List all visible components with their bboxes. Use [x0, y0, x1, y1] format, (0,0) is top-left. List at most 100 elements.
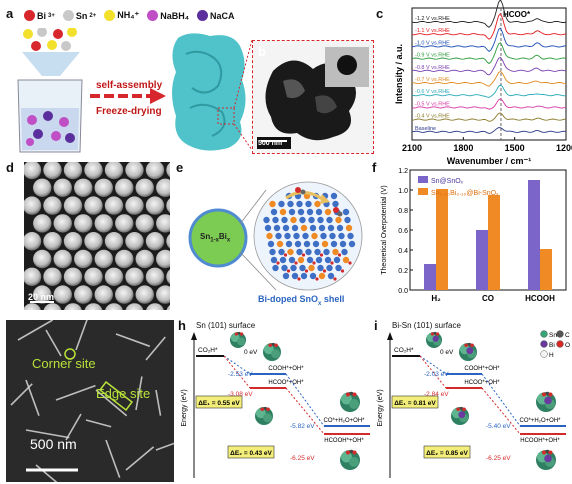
- lattice-atom: [278, 200, 285, 208]
- bar: [488, 195, 500, 290]
- bar: [528, 180, 540, 290]
- lattice-atom: [308, 264, 315, 272]
- bar: [540, 249, 552, 290]
- legend-atom-label: Sn: [549, 332, 557, 339]
- lattice-atom: [281, 264, 288, 272]
- nanosphere: [145, 196, 165, 215]
- energy-value: -3.08 eV: [228, 391, 253, 398]
- lattice-atom: [270, 256, 278, 264]
- lattice-atom: [347, 232, 354, 240]
- nanosheet: [105, 439, 121, 478]
- nanosphere: [43, 162, 62, 180]
- nanosheet: [95, 389, 128, 417]
- lattice-atom: [305, 248, 312, 256]
- connector: [481, 387, 521, 435]
- lattice-atom: [285, 240, 293, 248]
- nanosheet: [85, 419, 112, 428]
- lattice-oxygen: [286, 269, 291, 273]
- core-sphere: [190, 210, 246, 266]
- nanosphere: [125, 162, 144, 180]
- oxygen-atom: [346, 392, 350, 397]
- lattice-atom: [335, 216, 342, 224]
- beaker-ball: [65, 133, 75, 143]
- beaker-ball: [51, 131, 61, 141]
- oxygen-atom: [240, 332, 244, 336]
- oxygen-atom: [470, 343, 474, 348]
- co-label: CO*+H₂O+OH*: [519, 418, 561, 424]
- oxygen-atom: [542, 450, 546, 455]
- oxygen-atom: [456, 407, 460, 412]
- lattice-atom: [288, 256, 296, 264]
- nanosheet: [115, 333, 151, 348]
- x-tick-label: H₂: [431, 294, 441, 303]
- panel-d-micrograph: [24, 162, 170, 310]
- connector: [223, 355, 251, 389]
- lattice-atom: [287, 248, 294, 256]
- axis-arrow-icon: [387, 332, 393, 340]
- legend-item: NaCA: [197, 10, 235, 21]
- spectrum-trace: [411, 27, 567, 52]
- lattice-atom: [290, 216, 297, 224]
- spectrum-trace: [411, 12, 567, 40]
- lattice-zoom: [253, 181, 363, 291]
- nanosphere: [115, 285, 134, 304]
- nanosheet: [25, 429, 70, 439]
- lattice-atom: [299, 216, 306, 224]
- nanosphere: [135, 214, 154, 233]
- carbon-atom: [545, 391, 550, 396]
- lattice-atom: [321, 240, 329, 248]
- x-tick-label: 1500: [505, 143, 525, 153]
- cooh-label: COOH*+OH*: [268, 366, 304, 372]
- carbon-atom: [433, 331, 437, 335]
- legend-atom-label: C: [565, 332, 570, 339]
- lattice-atom: [326, 216, 333, 224]
- lattice-oxygen: [340, 269, 345, 273]
- energy-value: -2.84 eV: [424, 391, 449, 398]
- trace-label: -0.6 V vs.RHE: [415, 89, 450, 95]
- micrograph-bg: [6, 320, 174, 482]
- lattice-atom: [318, 224, 326, 232]
- shell-label: Bi-doped SnOx shell: [258, 294, 345, 307]
- y-tick-label: 1.2: [398, 168, 408, 175]
- connector: [419, 355, 447, 389]
- connector: [419, 355, 447, 375]
- legend-atom-icon: [540, 330, 548, 338]
- ion-ball: [61, 41, 71, 51]
- x-tick-label: HCOOH: [525, 294, 555, 303]
- lattice-atom: [263, 216, 270, 224]
- nanosheet: [75, 320, 88, 351]
- zoom-box: [217, 107, 235, 125]
- lattice-atom: [288, 208, 296, 216]
- lattice-atom: [330, 192, 338, 200]
- panel-a-legend: Bi 3+ Sn 2+ NH₄⁺ NaBH₄ NaCA: [24, 10, 235, 30]
- legend-swatch: [418, 188, 428, 195]
- y-axis-label: Energy (eV): [181, 389, 188, 426]
- zero-energy-label: 0 eV: [244, 349, 258, 356]
- carbon-atom: [263, 406, 267, 410]
- nanosphere: [104, 196, 124, 215]
- nanosphere: [145, 267, 165, 286]
- lattice-atom: [336, 224, 344, 232]
- legend-dot-icon: [24, 10, 35, 21]
- hcooh-label: HCOOH*+OH*: [324, 438, 364, 444]
- panel-b-scalebar: 500 nm: [258, 140, 283, 147]
- trace-label: -0.7 V vs.RHE: [415, 77, 450, 83]
- nanosheet: [65, 413, 82, 441]
- nanosphere: [74, 285, 93, 304]
- legend-atom-label: Bi: [549, 342, 555, 349]
- nanosphere: [33, 249, 52, 269]
- corner-site-marker: [64, 348, 76, 360]
- hcooh-label: HCOOH*+OH*: [520, 438, 560, 444]
- co-label: CO*+H₂O+OH*: [323, 418, 365, 424]
- panel-label-d: d: [6, 160, 14, 175]
- lattice-oxygen: [337, 253, 342, 257]
- lattice-atom: [306, 208, 314, 216]
- lattice-atom: [296, 200, 303, 208]
- nanosphere: [125, 196, 144, 215]
- lattice-atom: [311, 232, 318, 240]
- nanosphere: [74, 214, 93, 233]
- lattice-atom: [269, 200, 276, 208]
- nanosphere: [156, 178, 170, 197]
- panel-i-title: Bi-Sn (101) surface: [392, 321, 461, 330]
- lattice-atom: [272, 264, 279, 272]
